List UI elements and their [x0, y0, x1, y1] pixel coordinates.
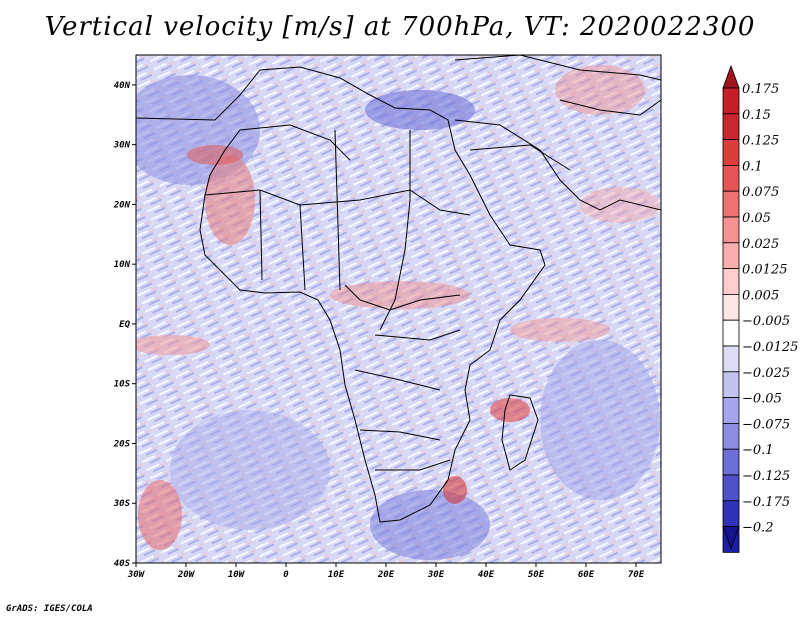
colorbar-label: −0.005 — [742, 314, 790, 329]
lat-tick-label: 30N — [113, 141, 131, 151]
lat-tick-label: 30S — [113, 499, 131, 509]
lon-tick-label: 20W — [177, 570, 196, 580]
lon-tick-label: 0 — [283, 570, 289, 580]
colorbar-label: 0.05 — [742, 211, 771, 226]
lat-tick-label: 40N — [114, 81, 131, 91]
colorbar-label: 0.15 — [742, 108, 771, 123]
colorbar-label: 0.075 — [742, 185, 779, 200]
lat-tick-label: 10S — [114, 380, 131, 390]
colorbar-swatch — [722, 216, 740, 244]
colorbar-swatch — [722, 371, 740, 398]
colorbar-label: 0.005 — [742, 288, 779, 303]
lat-tick-label: 10N — [114, 260, 131, 270]
lon-tick-label: 70E — [628, 570, 645, 580]
lon-tick-label: 10W — [228, 570, 246, 580]
colorbar-swatch — [722, 500, 740, 527]
colorbar-swatch — [722, 345, 740, 373]
colorbar-bottom-arrow — [722, 526, 740, 550]
lat-tick-label: 20N — [113, 200, 131, 210]
colorbar-label: −0.2 — [742, 521, 774, 536]
lat-tick-label: 40S — [114, 559, 131, 569]
colorbar-swatch — [722, 87, 740, 115]
colorbar-swatch — [722, 242, 740, 270]
grads-credit: GrADS: IGES/COLA — [6, 604, 93, 614]
colorbar-label: 0.175 — [742, 82, 779, 97]
map-frame — [135, 54, 662, 564]
colorbar: 0.175 0.15 0.125 0.1 0.075 0.05 0.025 0.0125 0.0… — [722, 64, 798, 553]
colorbar-swatch — [722, 139, 740, 166]
colorbar-swatch — [722, 474, 740, 502]
map-title: Vertical velocity [m/s] at 700hPa, VT: 2… — [44, 12, 756, 42]
colorbar-swatch — [722, 190, 740, 218]
lon-tick-label: 60E — [578, 570, 595, 580]
lon-tick-label: 50E — [528, 570, 545, 580]
colorbar-label: 0.0125 — [742, 263, 788, 278]
lat-tick-label: 20S — [113, 439, 131, 449]
colorbar-swatch — [722, 422, 740, 450]
colorbar-swatch — [722, 319, 740, 347]
lon-tick-label: 30E — [427, 570, 445, 580]
lon-tick-label: 30W — [127, 570, 146, 580]
colorbar-label: 0.025 — [742, 237, 779, 252]
lon-tick-label: 20E — [377, 570, 395, 580]
colorbar-label: 0.1 — [742, 159, 763, 174]
colorbar-label: −0.075 — [742, 417, 790, 432]
colorbar-top-arrow — [722, 64, 740, 89]
colorbar-label: −0.025 — [742, 366, 790, 381]
colorbar-swatch — [722, 448, 740, 476]
colorbar-label: 0.125 — [742, 134, 779, 149]
colorbar-swatch — [722, 164, 740, 192]
lat-tick-label: EQ — [119, 320, 130, 330]
colorbar-swatch — [722, 397, 740, 424]
lon-tick-label: 10E — [328, 570, 345, 580]
map-plot-area — [136, 55, 661, 563]
colorbar-swatch — [722, 268, 740, 295]
colorbar-swatch — [722, 113, 740, 141]
colorbar-label: −0.05 — [742, 392, 782, 407]
lon-tick-label: 40E — [478, 570, 495, 580]
colorbar-swatch — [722, 293, 740, 321]
colorbar-label: −0.125 — [742, 469, 790, 484]
colorbar-label: −0.175 — [742, 495, 790, 510]
colorbar-label: −0.0125 — [742, 340, 798, 355]
colorbar-label: −0.1 — [742, 443, 774, 458]
coastlines — [136, 55, 661, 523]
